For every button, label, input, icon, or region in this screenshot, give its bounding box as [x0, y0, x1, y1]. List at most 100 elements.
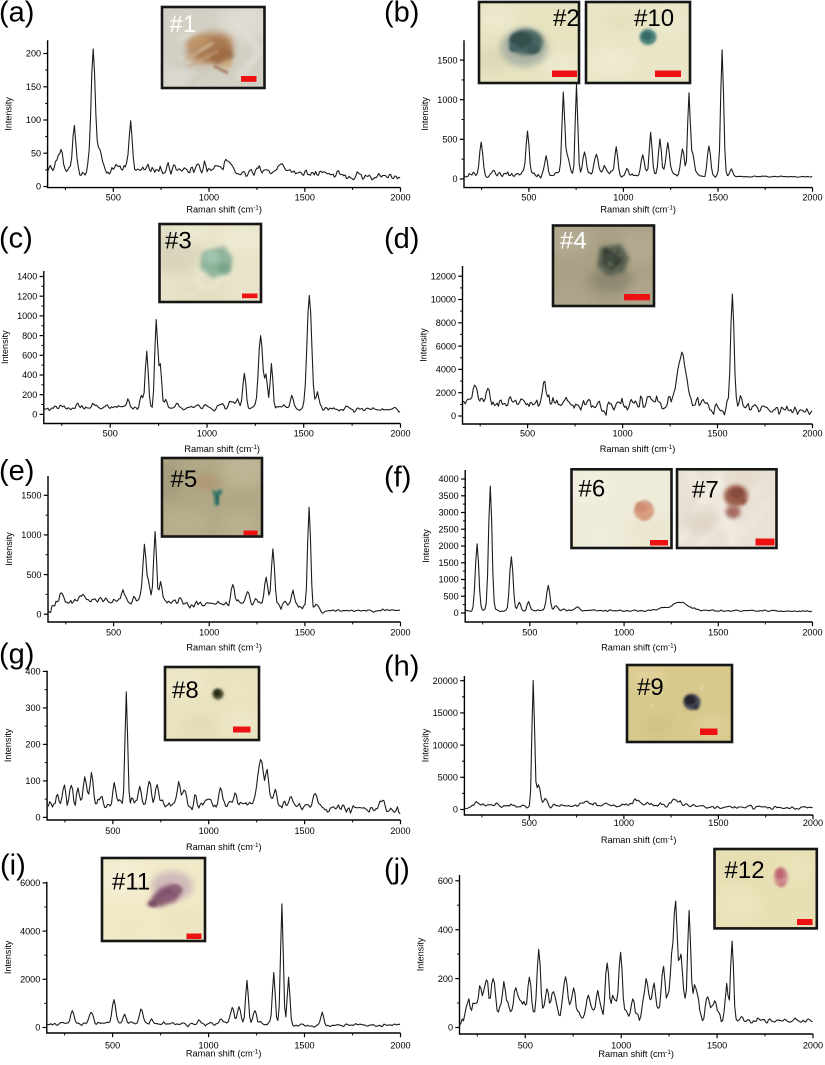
svg-text:Raman shift (cm-1): Raman shift (cm-1) — [186, 643, 262, 653]
svg-text:0: 0 — [451, 411, 456, 421]
svg-text:100: 100 — [26, 115, 41, 125]
svg-text:0: 0 — [36, 182, 41, 192]
svg-text:500: 500 — [518, 1041, 533, 1051]
svg-text:Raman shift (cm-1): Raman shift (cm-1) — [600, 204, 676, 214]
svg-text:500: 500 — [444, 592, 459, 602]
svg-text:#3: #3 — [165, 228, 192, 255]
svg-text:0: 0 — [36, 609, 41, 619]
svg-text:2000: 2000 — [390, 429, 410, 439]
svg-text:4000: 4000 — [20, 926, 40, 936]
svg-text:2000: 2000 — [802, 192, 822, 202]
svg-text:0: 0 — [453, 805, 458, 815]
svg-text:1000: 1000 — [199, 826, 219, 836]
svg-text:4000: 4000 — [438, 474, 458, 484]
svg-text:(f): (f) — [384, 462, 411, 494]
svg-text:200: 200 — [25, 740, 40, 750]
svg-text:150: 150 — [26, 82, 41, 92]
svg-text:1000: 1000 — [197, 429, 217, 439]
svg-text:6000: 6000 — [20, 878, 40, 888]
svg-text:Intensity: Intensity — [416, 937, 426, 971]
svg-text:(b): (b) — [384, 0, 419, 29]
svg-text:1000: 1000 — [199, 628, 219, 638]
svg-text:1200: 1200 — [17, 291, 37, 301]
svg-text:Raman shift (cm-1): Raman shift (cm-1) — [598, 1049, 674, 1059]
svg-text:1500: 1500 — [708, 628, 728, 638]
svg-text:(c): (c) — [0, 223, 33, 255]
svg-text:400: 400 — [22, 370, 37, 380]
svg-text:1500: 1500 — [295, 628, 315, 638]
svg-text:8000: 8000 — [436, 318, 456, 328]
svg-text:1500: 1500 — [708, 192, 728, 202]
svg-text:1000: 1000 — [438, 575, 458, 585]
svg-text:3500: 3500 — [438, 491, 458, 501]
svg-text:1000: 1000 — [198, 1041, 218, 1051]
svg-text:1000: 1000 — [437, 95, 457, 105]
svg-text:1000: 1000 — [614, 818, 634, 828]
svg-text:1000: 1000 — [613, 192, 633, 202]
svg-text:2000: 2000 — [438, 541, 458, 551]
svg-text:1500: 1500 — [294, 429, 314, 439]
svg-text:500: 500 — [105, 1041, 120, 1051]
svg-text:4000: 4000 — [436, 365, 456, 375]
svg-text:2000: 2000 — [803, 818, 823, 828]
svg-text:500: 500 — [442, 135, 457, 145]
svg-text:#6: #6 — [579, 476, 606, 503]
svg-text:0: 0 — [36, 813, 41, 823]
svg-text:1000: 1000 — [612, 429, 632, 439]
svg-text:(h): (h) — [384, 651, 419, 683]
svg-text:1500: 1500 — [708, 818, 728, 828]
svg-text:500: 500 — [106, 192, 121, 202]
svg-text:1500: 1500 — [707, 1041, 727, 1051]
svg-text:Intensity: Intensity — [421, 529, 431, 563]
svg-text:Intensity: Intensity — [419, 328, 429, 362]
svg-text:#5: #5 — [171, 466, 198, 493]
svg-text:1500: 1500 — [295, 192, 315, 202]
svg-text:400: 400 — [438, 925, 453, 935]
svg-text:Intensity: Intensity — [4, 532, 14, 566]
svg-text:1000: 1000 — [21, 530, 41, 540]
svg-text:500: 500 — [103, 429, 118, 439]
svg-text:1000: 1000 — [614, 628, 634, 638]
svg-text:Intensity: Intensity — [0, 330, 10, 364]
svg-text:(j): (j) — [384, 854, 410, 886]
svg-text:#9: #9 — [637, 674, 664, 701]
svg-text:100: 100 — [25, 776, 40, 786]
svg-text:5000: 5000 — [438, 773, 458, 783]
svg-text:(d): (d) — [384, 223, 419, 255]
svg-text:Intensity: Intensity — [4, 97, 14, 131]
svg-text:0: 0 — [452, 174, 457, 184]
svg-text:Raman shift (cm-1): Raman shift (cm-1) — [601, 643, 677, 653]
svg-text:#1: #1 — [170, 11, 197, 38]
svg-text:Raman shift (cm-1): Raman shift (cm-1) — [186, 204, 262, 214]
svg-text:2500: 2500 — [438, 525, 458, 535]
svg-text:Raman shift (cm-1): Raman shift (cm-1) — [600, 444, 676, 454]
svg-text:0: 0 — [32, 410, 37, 420]
svg-text:1500: 1500 — [707, 429, 727, 439]
svg-text:Intensity: Intensity — [3, 940, 13, 974]
svg-text:(i): (i) — [0, 850, 26, 882]
svg-text:12000: 12000 — [431, 271, 456, 281]
svg-text:20000: 20000 — [433, 676, 458, 686]
svg-text:600: 600 — [22, 351, 37, 361]
svg-text:2000: 2000 — [20, 975, 40, 985]
svg-text:#8: #8 — [172, 677, 199, 704]
svg-text:Intensity: Intensity — [420, 728, 430, 762]
svg-text:0: 0 — [448, 1023, 453, 1033]
svg-text:1000: 1000 — [199, 192, 219, 202]
svg-text:1500: 1500 — [294, 826, 314, 836]
svg-text:800: 800 — [22, 331, 37, 341]
svg-text:Raman shift (cm-1): Raman shift (cm-1) — [601, 835, 677, 845]
svg-text:2000: 2000 — [390, 826, 410, 836]
svg-text:#10: #10 — [634, 5, 674, 32]
svg-text:200: 200 — [26, 49, 41, 59]
svg-text:500: 500 — [105, 826, 120, 836]
svg-text:#12: #12 — [725, 857, 765, 884]
svg-text:Intensity: Intensity — [420, 97, 430, 131]
svg-text:#2: #2 — [553, 5, 580, 32]
svg-text:1000: 1000 — [611, 1041, 631, 1051]
svg-text:400: 400 — [25, 667, 40, 677]
svg-text:3000: 3000 — [438, 508, 458, 518]
svg-text:1500: 1500 — [437, 55, 457, 65]
svg-text:50: 50 — [31, 148, 41, 158]
svg-text:600: 600 — [438, 876, 453, 886]
